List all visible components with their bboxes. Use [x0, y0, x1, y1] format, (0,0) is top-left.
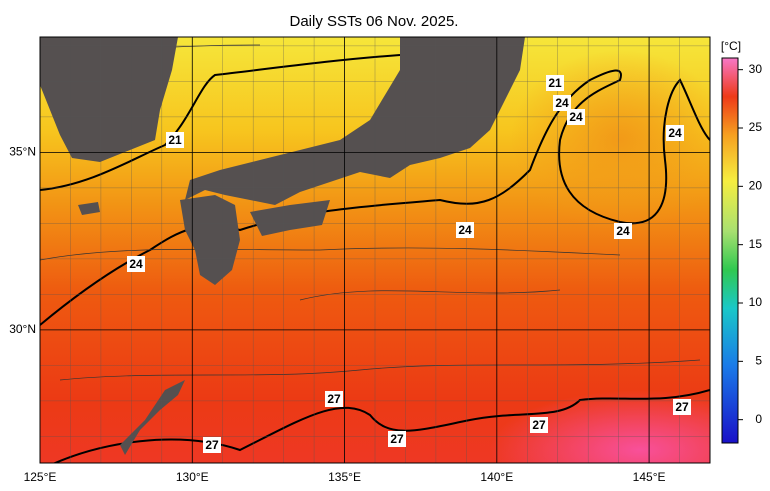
contour-label-box: [614, 223, 632, 239]
contour-label-box: [166, 132, 184, 148]
land-tsushima: [78, 202, 100, 215]
contour-label-box: [203, 437, 221, 453]
colorbar: [721, 57, 739, 444]
lon-tick-label: 135°E: [328, 470, 361, 484]
contour-27: [52, 389, 710, 463]
land-shikoku: [250, 200, 330, 236]
contour-label: 21: [168, 133, 182, 147]
lon-tick-label: 140°E: [480, 470, 513, 484]
contour-label-box: [666, 125, 684, 141]
colorbar-tick-label: 0: [755, 412, 762, 426]
sst-field: [40, 37, 710, 463]
colorbar-tick-label: 10: [749, 295, 763, 309]
lon-tick-label: 130°E: [176, 470, 209, 484]
lat-tick-label: 30°N: [9, 322, 36, 336]
land-korea: [40, 37, 178, 162]
contour-label-box: [546, 75, 564, 91]
contour-label: 27: [390, 432, 404, 446]
contour-label: 27: [205, 438, 219, 452]
contour-21: [40, 54, 401, 191]
contour-label: 21: [548, 76, 562, 90]
contour-label-box: [388, 431, 406, 447]
contour-label: 24: [668, 126, 682, 140]
colorbar-tick-label: 20: [749, 179, 763, 193]
contour-label-box: [325, 391, 343, 407]
lon-tick-label: 125°E: [24, 470, 57, 484]
contour-label: 24: [569, 110, 583, 124]
contour-label: 27: [675, 400, 689, 414]
lon-tick-label: 145°E: [633, 470, 666, 484]
contour-label: 24: [458, 223, 472, 237]
contour-label: 24: [555, 96, 569, 110]
land-honshu: [185, 37, 525, 205]
hot-patch: [490, 390, 710, 463]
land-kyushu: [180, 195, 240, 285]
contour-label-box: [530, 417, 548, 433]
contour-label-box: [553, 95, 571, 111]
contour-label-box: [673, 399, 691, 415]
colorbar-tick-label: 5: [755, 354, 762, 368]
colorbar-tick-label: 30: [749, 62, 763, 76]
contour-label-box: [567, 109, 585, 125]
contour-label: 24: [616, 224, 630, 238]
lat-tick-label: 35°N: [9, 145, 36, 159]
contour-label-box: [127, 256, 145, 272]
map-title: Daily SSTs 06 Nov. 2025.: [290, 13, 459, 30]
contour-label: 24: [129, 257, 143, 271]
contour-label: 27: [327, 392, 341, 406]
contour-label-box: [456, 222, 474, 238]
colorbar-tick-label: 15: [749, 237, 763, 251]
contour-label: 27: [532, 418, 546, 432]
colorbar-unit: [°C]: [721, 39, 741, 53]
colorbar-tick-label: 25: [749, 120, 763, 134]
